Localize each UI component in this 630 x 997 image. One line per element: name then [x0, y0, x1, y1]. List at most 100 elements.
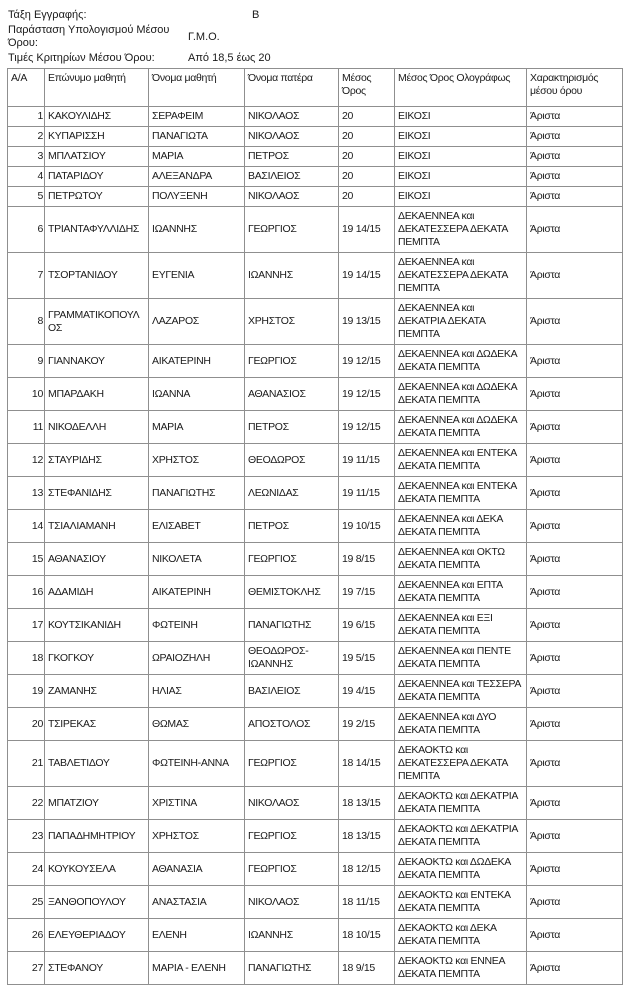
student-name-cell: ΕΛΕΝΗ	[148, 918, 245, 952]
characterization-cell: Άριστα	[526, 443, 623, 477]
characterization-cell: Άριστα	[526, 674, 623, 708]
student-name-cell: ΜΑΡΙΑ	[148, 410, 245, 444]
student-name-cell: ΗΛΙΑΣ	[148, 674, 245, 708]
average-cell: 19 5/15	[338, 641, 395, 675]
row-number-cell: 24	[7, 852, 45, 886]
surname-cell: ΣΤΕΦΑΝΟΥ	[44, 951, 149, 985]
table-row: 13 ΣΤΕΦΑΝΙΔΗΣ ΠΑΝΑΓΙΩΤΗΣ ΛΕΩΝΙΔΑΣ 19 11/…	[7, 476, 623, 510]
average-cell: 19 12/15	[338, 410, 395, 444]
average-cell: 19 11/15	[338, 443, 395, 477]
average-cell: 19 11/15	[338, 476, 395, 510]
row-number-cell: 11	[7, 410, 45, 444]
average-cell: 20	[338, 166, 395, 187]
average-cell: 19 4/15	[338, 674, 395, 708]
row-number-cell: 9	[7, 344, 45, 378]
average-words-cell: ΔΕΚΑΕΝΝΕΑ και ΕΠΤΑ ΔΕΚΑΤΑ ΠΕΜΠΤΑ	[394, 575, 527, 609]
table-row: 20 ΤΣΙΡΕΚΑΣ ΘΩΜΑΣ ΑΠΟΣΤΟΛΟΣ 19 2/15 ΔΕΚΑ…	[7, 707, 623, 741]
row-number-cell: 7	[7, 252, 45, 299]
average-words-cell: ΔΕΚΑΟΚΤΩ και ΔΕΚΑΤΡΙΑ ΔΕΚΑΤΑ ΠΕΜΠΤΑ	[394, 786, 527, 820]
table-row: 16 ΑΔΑΜΙΔΗ ΑΙΚΑΤΕΡΙΝΗ ΘΕΜΙΣΤΟΚΛΗΣ 19 7/1…	[7, 575, 623, 609]
average-cell: 18 9/15	[338, 951, 395, 985]
table-row: 26 ΕΛΕΥΘΕΡΙΑΔΟΥ ΕΛΕΝΗ ΙΩΑΝΝΗΣ 18 10/15 Δ…	[7, 918, 623, 952]
father-name-cell: ΑΘΑΝΑΣΙΟΣ	[244, 377, 339, 411]
table-row: 4 ΠΑΤΑΡΙΔΟΥ ΑΛΕΞΑΝΔΡΑ ΒΑΣΙΛΕΙΟΣ 20 ΕΙΚΟΣ…	[7, 166, 623, 187]
column-header: Όνομα πατέρα	[244, 68, 339, 107]
father-name-cell: ΝΙΚΟΛΑΟΣ	[244, 126, 339, 147]
column-header: Μέσος Όρος	[338, 68, 395, 107]
table-row: 15 ΑΘΑΝΑΣΙΟΥ ΝΙΚΟΛΕΤΑ ΓΕΩΡΓΙΟΣ 19 8/15 Δ…	[7, 542, 623, 576]
surname-cell: ΤΑΒΛΕΤΙΔΟΥ	[44, 740, 149, 787]
surname-cell: ΤΣΙΡΕΚΑΣ	[44, 707, 149, 741]
row-number-cell: 10	[7, 377, 45, 411]
average-words-cell: ΕΙΚΟΣΙ	[394, 166, 527, 187]
characterization-cell: Άριστα	[526, 509, 623, 543]
student-name-cell: ΘΩΜΑΣ	[148, 707, 245, 741]
average-cell: 18 12/15	[338, 852, 395, 886]
table-row: 27 ΣΤΕΦΑΝΟΥ ΜΑΡΙΑ - ΕΛΕΝΗ ΠΑΝΑΓΙΩΤΗΣ 18 …	[7, 951, 623, 985]
average-cell: 18 11/15	[338, 885, 395, 919]
surname-cell: ΕΛΕΥΘΕΡΙΑΔΟΥ	[44, 918, 149, 952]
table-row: 14 ΤΣΙΑΛΙΑΜΑΝΗ ΕΛΙΣΑΒΕΤ ΠΕΤΡΟΣ 19 10/15 …	[7, 509, 623, 543]
average-cell: 19 10/15	[338, 509, 395, 543]
criteria-range-row: Τιμές Κριτηρίων Μέσου Όρου: Από 18,5 έως…	[8, 52, 622, 65]
father-name-cell: ΝΙΚΟΛΑΟΣ	[244, 186, 339, 207]
student-name-cell: ΙΩΑΝΝΑ	[148, 377, 245, 411]
registration-class-label: Τάξη Εγγραφής:	[8, 9, 87, 21]
row-number-cell: 27	[7, 951, 45, 985]
characterization-cell: Άριστα	[526, 542, 623, 576]
row-number-cell: 4	[7, 166, 45, 187]
student-name-cell: ΑΙΚΑΤΕΡΙΝΗ	[148, 575, 245, 609]
column-header: Επώνυμο μαθητή	[44, 68, 149, 107]
father-name-cell: ΠΕΤΡΟΣ	[244, 146, 339, 167]
row-number-cell: 26	[7, 918, 45, 952]
surname-cell: ΣΤΑΥΡΙΔΗΣ	[44, 443, 149, 477]
surname-cell: ΓΚΟΓΚΟΥ	[44, 641, 149, 675]
father-name-cell: ΙΩΑΝΝΗΣ	[244, 252, 339, 299]
table-row: 7 ΤΣΟΡΤΑΝΙΔΟΥ ΕΥΓΕΝΙΑ ΙΩΑΝΝΗΣ 19 14/15 Δ…	[7, 252, 623, 299]
row-number-cell: 14	[7, 509, 45, 543]
row-number-cell: 17	[7, 608, 45, 642]
father-name-cell: ΠΕΤΡΟΣ	[244, 410, 339, 444]
average-cell: 19 6/15	[338, 608, 395, 642]
average-words-cell: ΔΕΚΑΕΝΝΕΑ και ΔΕΚΑ ΔΕΚΑΤΑ ΠΕΜΠΤΑ	[394, 509, 527, 543]
surname-cell: ΖΑΜΑΝΗΣ	[44, 674, 149, 708]
student-name-cell: ΧΡΗΣΤΟΣ	[148, 443, 245, 477]
student-name-cell: ΑΘΑΝΑΣΙΑ	[148, 852, 245, 886]
table-row: 22 ΜΠΑΤΖΙΟΥ ΧΡΙΣΤΙΝΑ ΝΙΚΟΛΑΟΣ 18 13/15 Δ…	[7, 786, 623, 820]
column-header: Χαρακτηρισμός μέσου όρου	[526, 68, 623, 107]
characterization-cell: Άριστα	[526, 106, 623, 127]
average-formula-value: Γ.Μ.Ο.	[188, 30, 220, 43]
average-cell: 19 12/15	[338, 344, 395, 378]
table-row: 3 ΜΠΛΑΤΣΙΟΥ ΜΑΡΙΑ ΠΕΤΡΟΣ 20 ΕΙΚΟΣΙ Άριστ…	[7, 146, 623, 167]
father-name-cell: ΙΩΑΝΝΗΣ	[244, 918, 339, 952]
row-number-cell: 6	[7, 206, 45, 253]
surname-cell: ΣΤΕΦΑΝΙΔΗΣ	[44, 476, 149, 510]
table-row: 2 ΚΥΠΑΡΙΣΣΗ ΠΑΝΑΓΙΩΤΑ ΝΙΚΟΛΑΟΣ 20 ΕΙΚΟΣΙ…	[7, 126, 623, 147]
father-name-cell: ΧΡΗΣΤΟΣ	[244, 298, 339, 345]
characterization-cell: Άριστα	[526, 641, 623, 675]
characterization-cell: Άριστα	[526, 819, 623, 853]
table-row: 19 ΖΑΜΑΝΗΣ ΗΛΙΑΣ ΒΑΣΙΛΕΙΟΣ 19 4/15 ΔΕΚΑΕ…	[7, 674, 623, 708]
characterization-cell: Άριστα	[526, 186, 623, 207]
average-cell: 20	[338, 146, 395, 167]
father-name-cell: ΠΑΝΑΓΙΩΤΗΣ	[244, 951, 339, 985]
characterization-cell: Άριστα	[526, 252, 623, 299]
father-name-cell: ΒΑΣΙΛΕΙΟΣ	[244, 166, 339, 187]
column-header: Α/Α	[7, 68, 45, 107]
father-name-cell: ΓΕΩΡΓΙΟΣ	[244, 206, 339, 253]
student-name-cell: ΝΙΚΟΛΕΤΑ	[148, 542, 245, 576]
surname-cell: ΜΠΛΑΤΣΙΟΥ	[44, 146, 149, 167]
average-words-cell: ΔΕΚΑΕΝΝΕΑ και ΠΕΝΤΕ ΔΕΚΑΤΑ ΠΕΜΠΤΑ	[394, 641, 527, 675]
row-number-cell: 18	[7, 641, 45, 675]
father-name-cell: ΠΑΝΑΓΙΩΤΗΣ	[244, 608, 339, 642]
father-name-cell: ΝΙΚΟΛΑΟΣ	[244, 786, 339, 820]
average-cell: 19 14/15	[338, 206, 395, 253]
father-name-cell: ΘΕΟΔΩΡΟΣ-ΙΩΑΝΝΗΣ	[244, 641, 339, 675]
student-name-cell: ΜΑΡΙΑ	[148, 146, 245, 167]
table-row: 8 ΓΡΑΜΜΑΤΙΚΟΠΟΥΛΟΣ ΛΑΖΑΡΟΣ ΧΡΗΣΤΟΣ 19 13…	[7, 298, 623, 345]
surname-cell: ΚΑΚΟΥΛΙΔΗΣ	[44, 106, 149, 127]
average-cell: 19 14/15	[338, 252, 395, 299]
student-name-cell: ΑΝΑΣΤΑΣΙΑ	[148, 885, 245, 919]
average-words-cell: ΔΕΚΑΟΚΤΩ και ΕΝΝΕΑ ΔΕΚΑΤΑ ΠΕΜΠΤΑ	[394, 951, 527, 985]
